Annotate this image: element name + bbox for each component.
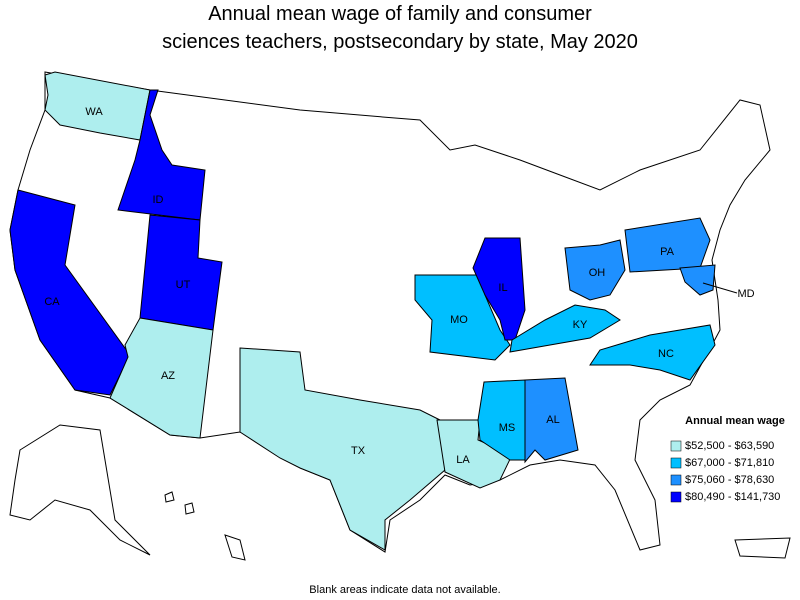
state-nc xyxy=(589,324,716,381)
state-label: CA xyxy=(44,296,60,308)
state-ky xyxy=(509,304,621,353)
legend-swatch xyxy=(670,474,682,486)
legend-swatch xyxy=(670,440,682,452)
state-al xyxy=(524,377,579,464)
alaska xyxy=(9,424,791,561)
state-label: MD xyxy=(737,288,754,300)
state-id xyxy=(117,89,206,221)
state-label: PA xyxy=(660,246,675,258)
state-label: NC xyxy=(658,348,674,360)
state-label: MO xyxy=(450,314,468,326)
state-label: AL xyxy=(546,414,559,426)
state-label: WA xyxy=(85,106,103,118)
state-ca xyxy=(9,189,131,396)
legend-swatch xyxy=(670,491,682,503)
state-oh xyxy=(564,239,626,301)
state-pa xyxy=(624,217,711,273)
legend-label: $75,060 - $78,630 xyxy=(685,474,774,486)
state-md xyxy=(679,264,716,296)
state-label: ID xyxy=(153,194,164,206)
state-label: MS xyxy=(499,422,516,434)
state-label: UT xyxy=(176,279,191,291)
legend-swatch xyxy=(670,457,682,469)
title-line-2: sciences teachers, postsecondary by stat… xyxy=(162,31,638,53)
state-wa xyxy=(44,71,151,141)
legend-label: $67,000 - $71,810 xyxy=(685,457,774,469)
state-label: IL xyxy=(498,282,507,294)
state-label: AZ xyxy=(161,370,175,382)
state-label: LA xyxy=(456,454,470,466)
state-il xyxy=(472,237,526,341)
state-label: TX xyxy=(351,445,366,457)
legend-label: $52,500 - $63,590 xyxy=(685,440,774,452)
legend: Annual mean wage $52,500 - $63,590 $67,00… xyxy=(670,415,785,503)
md-leader xyxy=(702,282,738,294)
state-az xyxy=(109,317,214,439)
legend-title: Annual mean wage xyxy=(685,415,785,427)
title-line-1: Annual mean wage of family and consumer xyxy=(208,3,592,25)
footnote: Blank areas indicate data not available. xyxy=(309,584,500,596)
state-labels: WA ID CA UT AZ TX LA MS AL MO IL KY OH P… xyxy=(44,106,754,466)
state-tx xyxy=(239,347,446,551)
legend-label: $80,490 - $141,730 xyxy=(685,491,780,503)
state-label: OH xyxy=(589,267,606,279)
state-label: KY xyxy=(573,319,588,331)
